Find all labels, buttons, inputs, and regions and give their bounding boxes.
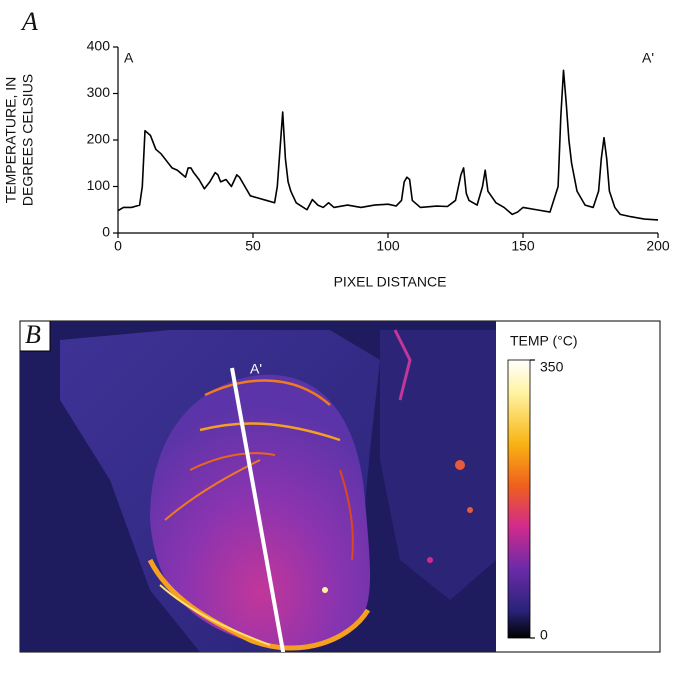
colorbar-label: TEMP (°C)	[510, 333, 578, 349]
thermal-image	[20, 321, 496, 652]
temperature-line	[117, 69, 659, 221]
x-tick-label: 150	[511, 238, 535, 254]
y-tick-label: 300	[87, 84, 111, 100]
profile-label: A'	[250, 361, 262, 377]
y-axis-label: DEGREES CELSIUS	[20, 74, 36, 206]
x-tick-label: 100	[376, 238, 400, 254]
x-tick-label: 200	[646, 238, 670, 254]
y-tick-label: 200	[87, 131, 111, 147]
colorbar-tick-label: 0	[540, 627, 548, 643]
x-tick-label: 50	[245, 238, 261, 254]
profile-end-label: A'	[642, 50, 654, 66]
profile-end-label: A	[124, 50, 134, 66]
y-tick-label: 0	[102, 224, 110, 240]
profile-label: A	[293, 651, 303, 667]
y-tick-label: 100	[87, 177, 111, 193]
y-axis-label: TEMPERATURE, IN	[3, 77, 19, 204]
y-tick-label: 400	[87, 38, 111, 54]
panel-letter: A	[20, 7, 38, 36]
x-axis-label: PIXEL DISTANCE	[334, 274, 447, 290]
colorbar-tick-label: 350	[540, 359, 564, 375]
thermal-panel: B A' A TEMP (°C)	[19, 320, 661, 667]
x-tick-label: 0	[114, 238, 122, 254]
panel-letter: B	[25, 320, 41, 349]
colorbar	[507, 359, 531, 639]
